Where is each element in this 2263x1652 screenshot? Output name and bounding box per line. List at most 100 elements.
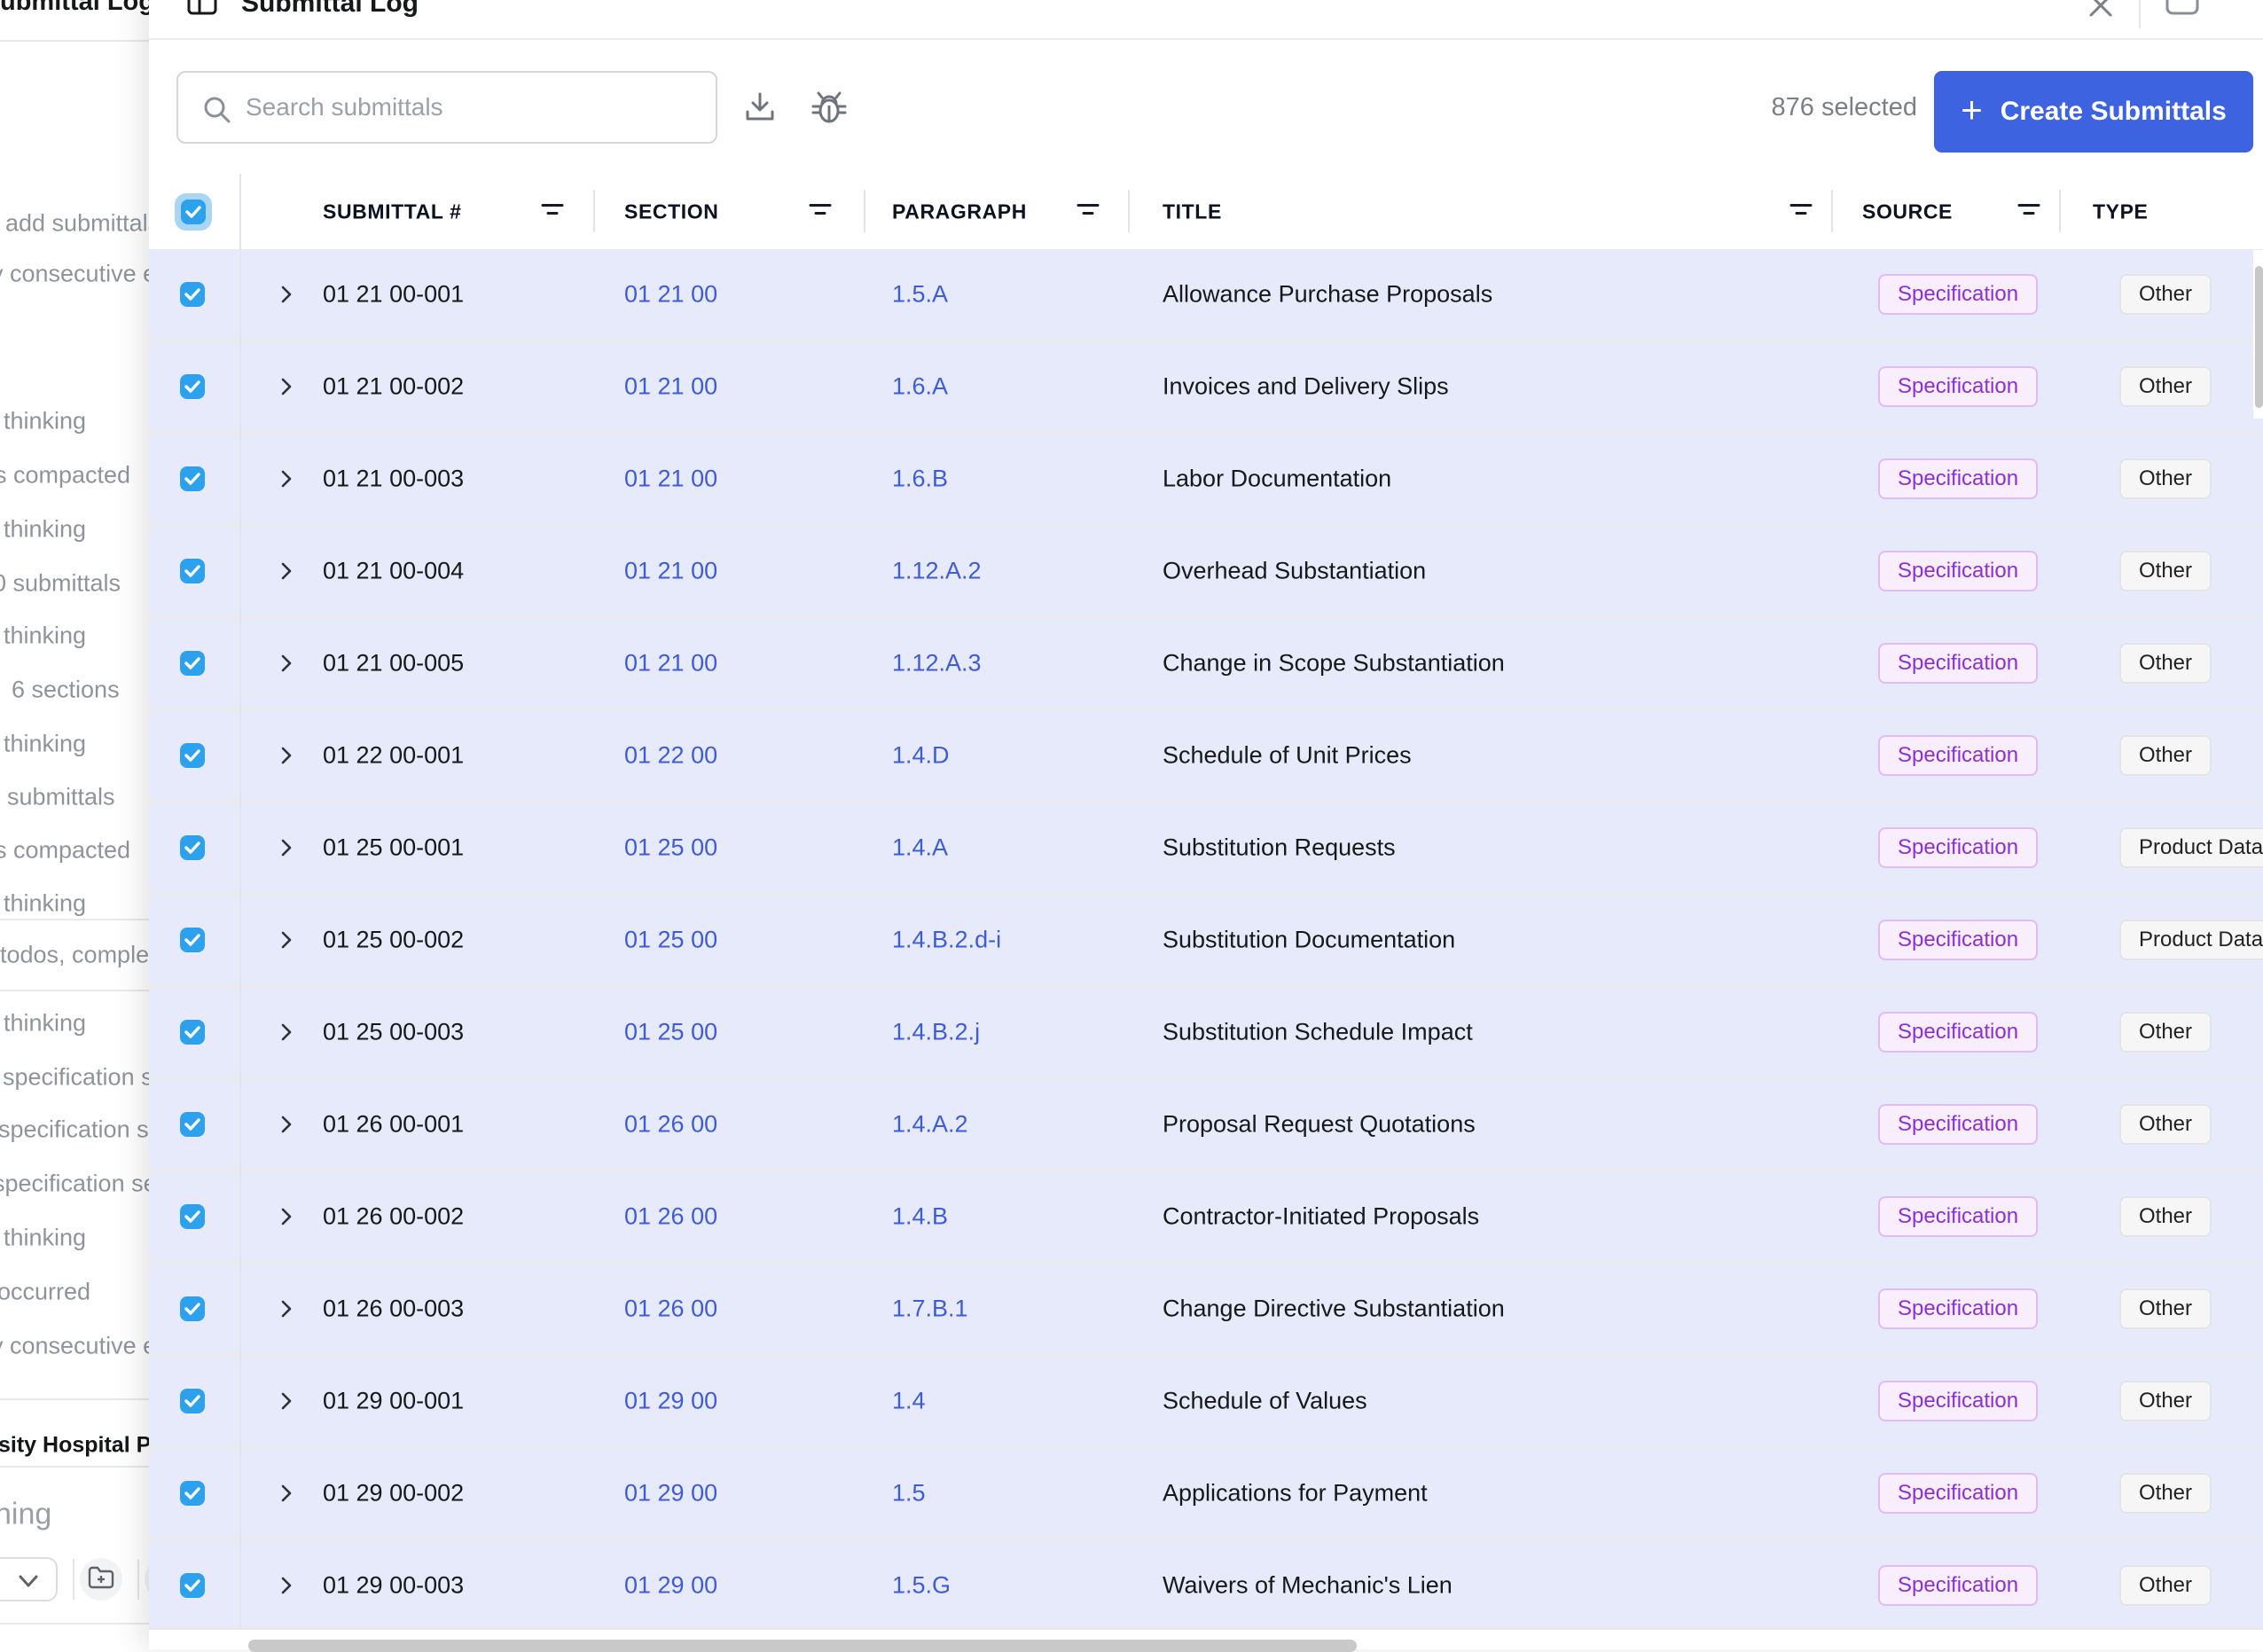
expand-row-chevron-icon[interactable] (279, 1390, 294, 1412)
filter-icon[interactable] (1076, 200, 1100, 223)
table-row[interactable]: 01 29 00-001 01 29 00 1.4 Schedule of Va… (149, 1356, 2263, 1448)
row-checkbox[interactable] (180, 1020, 205, 1045)
row-checkbox[interactable] (180, 1481, 205, 1506)
section-link[interactable]: 01 21 00 (624, 558, 717, 585)
paragraph-link[interactable]: 1.4.B.2.j (892, 1019, 980, 1046)
source-badge: Specification (1878, 920, 2038, 960)
expand-row-chevron-icon[interactable] (279, 1298, 294, 1319)
paragraph-link[interactable]: 1.4.A (892, 834, 948, 862)
row-checkbox[interactable] (180, 1389, 205, 1413)
row-checkbox[interactable] (180, 1204, 205, 1229)
expand-row-chevron-icon[interactable] (279, 560, 294, 582)
section-link[interactable]: 01 26 00 (624, 1111, 717, 1139)
paragraph-link[interactable]: 1.4 (892, 1388, 926, 1415)
row-checkbox[interactable] (180, 1112, 205, 1137)
table-row[interactable]: 01 26 00-001 01 26 00 1.4.A.2 Proposal R… (149, 1079, 2263, 1171)
section-link[interactable]: 01 21 00 (624, 373, 717, 401)
column-submittal-number[interactable]: SUBMITTAL # (323, 200, 462, 223)
vertical-scrollbar[interactable] (2255, 266, 2263, 408)
paragraph-link[interactable]: 1.4.B.2.d-i (892, 927, 1001, 954)
paragraph-link[interactable]: 1.4.A.2 (892, 1111, 968, 1139)
filter-icon[interactable] (1789, 200, 1813, 223)
section-link[interactable]: 01 29 00 (624, 1572, 717, 1600)
section-link[interactable]: 01 26 00 (624, 1203, 717, 1231)
table-row[interactable]: 01 26 00-003 01 26 00 1.7.B.1 Change Dir… (149, 1264, 2263, 1356)
table-row[interactable]: 01 26 00-002 01 26 00 1.4.B Contractor-I… (149, 1171, 2263, 1264)
table-row[interactable]: 01 25 00-001 01 25 00 1.4.A Substitution… (149, 803, 2263, 895)
horizontal-scrollbar[interactable] (248, 1640, 1357, 1652)
section-link[interactable]: 01 22 00 (624, 742, 717, 770)
section-link[interactable]: 01 21 00 (624, 281, 717, 309)
expand-row-chevron-icon[interactable] (279, 1114, 294, 1135)
add-folder-button[interactable] (80, 1558, 122, 1601)
table-row[interactable]: 01 25 00-003 01 25 00 1.4.B.2.j Substitu… (149, 987, 2263, 1079)
expand-row-chevron-icon[interactable] (279, 284, 294, 305)
table-row[interactable]: 01 21 00-003 01 21 00 1.6.B Labor Docume… (149, 434, 2263, 526)
create-submittals-button[interactable]: + Create Submittals (1934, 71, 2253, 153)
row-checkbox[interactable] (180, 743, 205, 768)
expand-panel-icon[interactable] (2164, 0, 2199, 25)
row-checkbox[interactable] (180, 928, 205, 952)
expand-row-chevron-icon[interactable] (279, 745, 294, 766)
search-box[interactable] (176, 71, 717, 144)
filter-icon[interactable] (808, 200, 833, 223)
paragraph-link[interactable]: 1.6.B (892, 466, 948, 493)
bug-icon[interactable] (810, 89, 849, 132)
expand-row-chevron-icon[interactable] (279, 837, 294, 858)
paragraph-link[interactable]: 1.4.D (892, 742, 950, 770)
table-row[interactable]: 01 21 00-002 01 21 00 1.6.A Invoices and… (149, 341, 2263, 434)
model-dropdown-button[interactable] (0, 1557, 58, 1601)
column-paragraph[interactable]: PARAGRAPH (892, 200, 1027, 223)
row-checkbox[interactable] (180, 374, 205, 399)
row-checkbox[interactable] (180, 1573, 205, 1598)
expand-row-chevron-icon[interactable] (279, 468, 294, 489)
section-link[interactable]: 01 25 00 (624, 1019, 717, 1046)
download-icon[interactable] (741, 89, 779, 130)
column-source[interactable]: SOURCE (1862, 200, 1953, 223)
paragraph-link[interactable]: 1.5 (892, 1480, 926, 1507)
table-row[interactable]: 01 21 00-004 01 21 00 1.12.A.2 Overhead … (149, 526, 2263, 618)
section-link[interactable]: 01 25 00 (624, 927, 717, 954)
expand-row-chevron-icon[interactable] (279, 1575, 294, 1596)
table-row[interactable]: 01 21 00-001 01 21 00 1.5.A Allowance Pu… (149, 249, 2263, 341)
expand-row-chevron-icon[interactable] (279, 653, 294, 674)
column-title[interactable]: TITLE (1163, 200, 1222, 223)
table-row[interactable]: 01 25 00-002 01 25 00 1.4.B.2.d-i Substi… (149, 895, 2263, 987)
select-all-checkbox[interactable] (175, 193, 212, 231)
section-link[interactable]: 01 26 00 (624, 1296, 717, 1323)
section-link[interactable]: 01 29 00 (624, 1480, 717, 1507)
row-checkbox[interactable] (180, 559, 205, 583)
row-checkbox[interactable] (180, 466, 205, 491)
table-row[interactable]: 01 21 00-005 01 21 00 1.12.A.3 Change in… (149, 618, 2263, 710)
expand-row-chevron-icon[interactable] (279, 1483, 294, 1504)
expand-row-chevron-icon[interactable] (279, 376, 294, 397)
table-row[interactable]: 01 29 00-002 01 29 00 1.5 Applications f… (149, 1448, 2263, 1540)
divider (0, 1398, 149, 1400)
close-icon[interactable] (2086, 0, 2116, 25)
section-link[interactable]: 01 29 00 (624, 1388, 717, 1415)
expand-row-chevron-icon[interactable] (279, 1206, 294, 1227)
search-input[interactable] (246, 74, 707, 140)
paragraph-link[interactable]: 1.5.G (892, 1572, 951, 1600)
paragraph-link[interactable]: 1.12.A.3 (892, 650, 982, 677)
row-checkbox[interactable] (180, 1296, 205, 1321)
section-link[interactable]: 01 25 00 (624, 834, 717, 862)
filter-icon[interactable] (540, 200, 565, 223)
row-checkbox[interactable] (180, 651, 205, 676)
paragraph-link[interactable]: 1.4.B (892, 1203, 948, 1231)
paragraph-link[interactable]: 1.12.A.2 (892, 558, 982, 585)
table-row[interactable]: 01 22 00-001 01 22 00 1.4.D Schedule of … (149, 710, 2263, 803)
table-row[interactable]: 01 29 00-003 01 29 00 1.5.G Waivers of M… (149, 1540, 2263, 1630)
expand-row-chevron-icon[interactable] (279, 1022, 294, 1043)
row-checkbox[interactable] (180, 282, 205, 307)
column-type[interactable]: TYPE (2093, 200, 2148, 223)
section-link[interactable]: 01 21 00 (624, 650, 717, 677)
paragraph-link[interactable]: 1.7.B.1 (892, 1296, 968, 1323)
filter-icon[interactable] (2016, 200, 2041, 223)
row-checkbox[interactable] (180, 835, 205, 860)
paragraph-link[interactable]: 1.6.A (892, 373, 948, 401)
column-section[interactable]: SECTION (624, 200, 718, 223)
paragraph-link[interactable]: 1.5.A (892, 281, 948, 309)
expand-row-chevron-icon[interactable] (279, 929, 294, 951)
section-link[interactable]: 01 21 00 (624, 466, 717, 493)
